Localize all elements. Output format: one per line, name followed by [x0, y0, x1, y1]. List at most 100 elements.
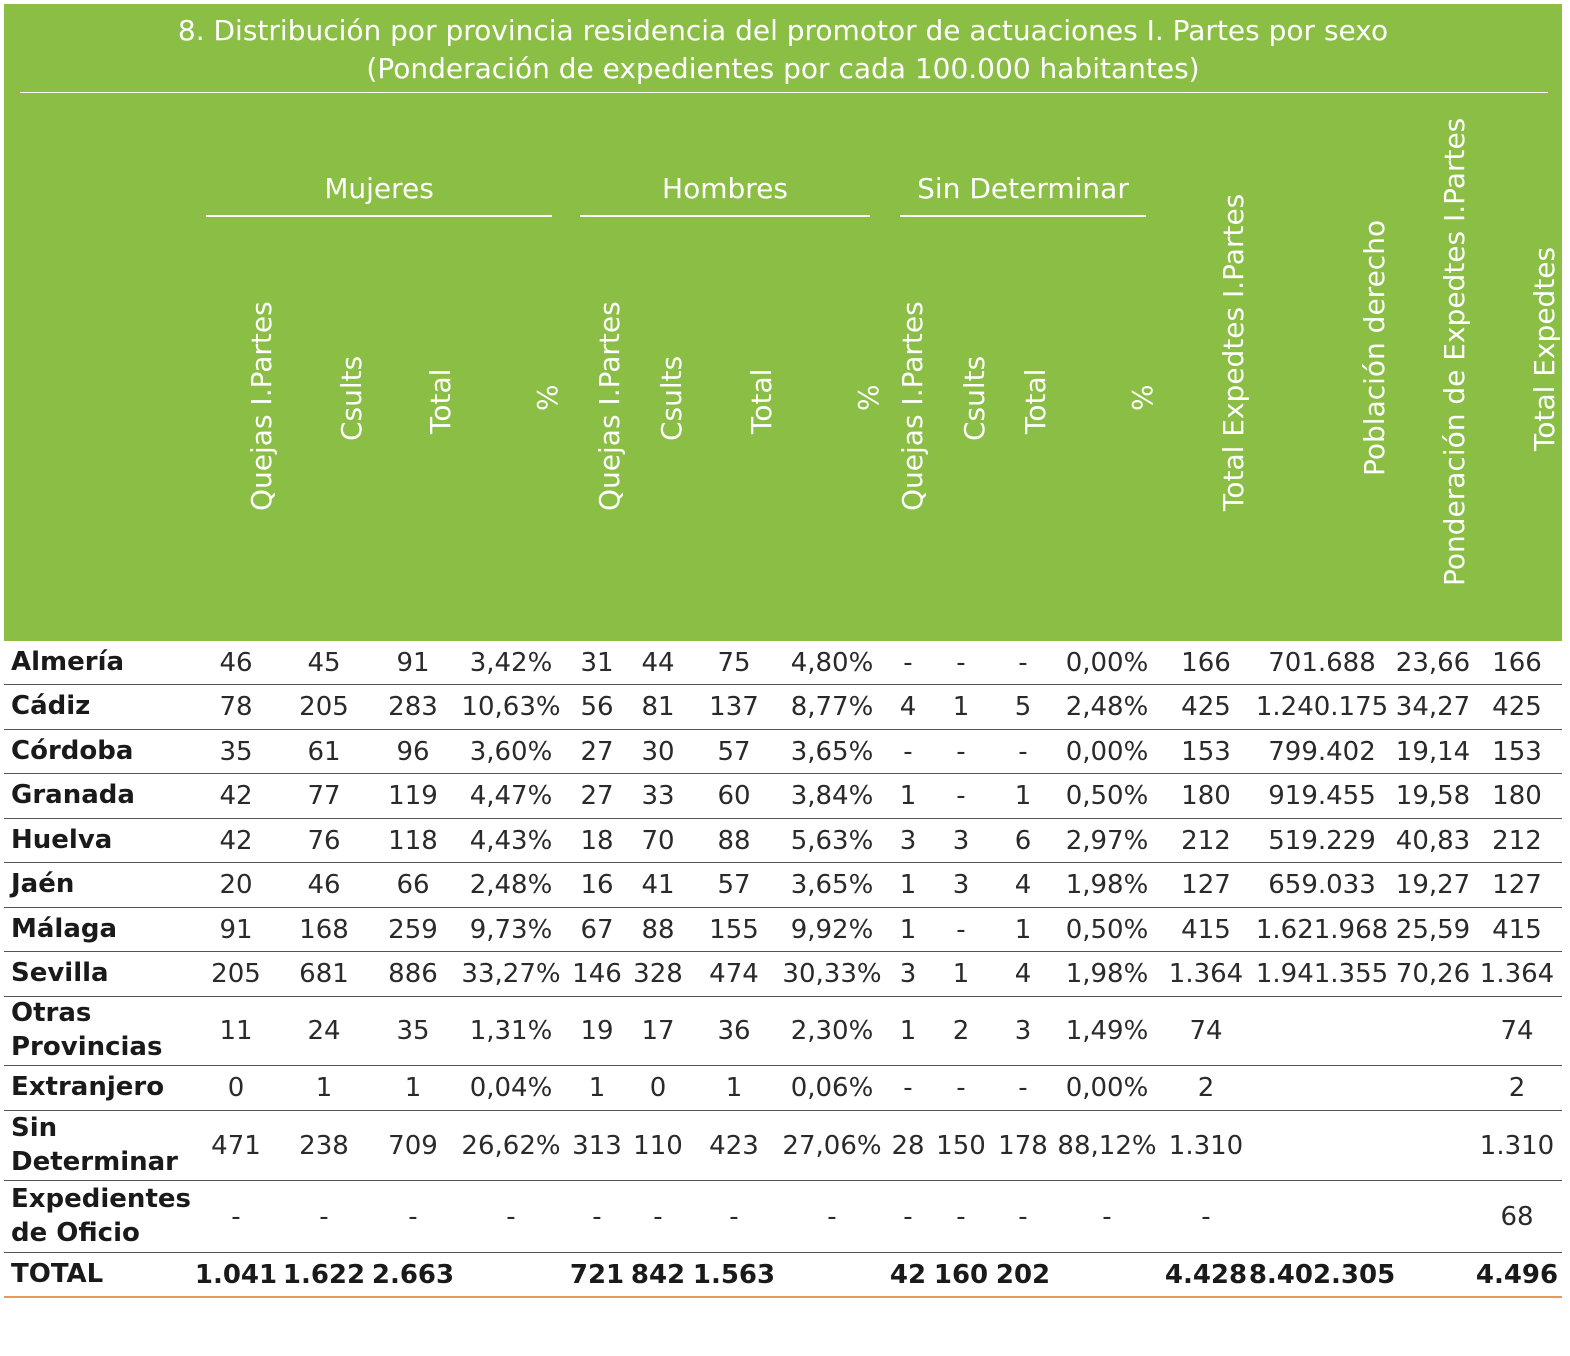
- row-label: Granada: [11, 780, 135, 811]
- table-row: Córdoba 35 61 96 3,60% 27 30 57 3,65% - - -0,00% 153…: [4, 730, 1562, 774]
- table-cell: 61: [307, 736, 341, 767]
- column-header-label: Total: [1019, 368, 1052, 434]
- table-cell: 36: [717, 1016, 751, 1046]
- table-cell: -: [956, 781, 966, 811]
- table-cell: -: [1018, 1073, 1028, 1103]
- table-cell: 2,48%: [1065, 692, 1149, 722]
- row-label: Cádiz: [11, 691, 91, 722]
- table-cell: 46: [307, 870, 341, 900]
- table-row: Málaga 91 168 259 9,73% 67 88 155 9,92% 1 - 1 0,50% 4…: [4, 908, 1562, 952]
- table-cell: 166: [1492, 647, 1542, 678]
- table-row: Huelva 42 76 118 4,43% 18 70 88 5,63% 3 3 6 2,97% 212…: [4, 819, 1562, 863]
- table-cell: 313: [572, 1130, 622, 1161]
- table-cell: 8,77%: [790, 692, 874, 722]
- table-cell: -: [956, 914, 966, 945]
- row-label: Córdoba: [11, 735, 134, 766]
- table-cell: 886: [388, 959, 438, 989]
- row-label: Jaén: [11, 869, 75, 900]
- table-row: Sin Determinar 471 238 709 26,62% 313 110 423 27…: [4, 1111, 1562, 1181]
- table-cell: 0,00%: [1065, 647, 1149, 678]
- group-mujeres-rule: [206, 215, 552, 217]
- table-cell: -: [1018, 1201, 1028, 1232]
- row-label: Sevilla: [11, 958, 109, 989]
- table-cell: 0,04%: [469, 1073, 553, 1103]
- table-cell: 1.310: [1479, 1130, 1555, 1161]
- column-header-14: Población derecho: [1352, 4, 1398, 504]
- table-cell: 3: [1014, 1016, 1032, 1046]
- table-cell: 19,27: [1395, 870, 1471, 900]
- table-cell: -: [319, 1201, 329, 1232]
- table-cell: 3,65%: [790, 870, 874, 900]
- table-cell: -: [903, 647, 913, 678]
- table-cell: 709: [388, 1130, 438, 1161]
- table-cell: 3,60%: [469, 736, 553, 767]
- table-cell: 153: [1181, 736, 1231, 767]
- table-cell: 57: [717, 870, 751, 900]
- table-subtitle: (Ponderación de expedientes por cada 100…: [366, 52, 1200, 85]
- group-hombres: Hombres: [662, 172, 788, 205]
- table-cell: 45: [307, 647, 341, 678]
- table-cell: 1: [315, 1073, 333, 1103]
- table-cell: 842: [630, 1259, 686, 1290]
- table-row: Extranjero 0 1 1 0,04% 1 0 1 0,06% - - -0,00% 2 2: [4, 1066, 1562, 1111]
- table-cell: [1262, 997, 1382, 1065]
- row-label: Extranjero: [11, 1072, 165, 1103]
- table-cell: 34,27: [1395, 692, 1471, 722]
- table-cell: 74: [1189, 1016, 1223, 1046]
- column-header-1: Quejas I.Partes: [239, 4, 285, 539]
- table-cell: 3: [952, 870, 970, 900]
- group-sin-determinar-rule: [900, 215, 1146, 217]
- table-cell: 178: [998, 1130, 1048, 1161]
- table-header: 8. Distribución por provincia residencia…: [4, 4, 1562, 641]
- group-mujeres: Mujeres: [324, 172, 434, 205]
- table-cell: 4,47%: [469, 781, 553, 811]
- table-cell: 0,50%: [1065, 781, 1149, 811]
- table-cell: 11: [219, 1016, 253, 1046]
- table-cell: 57: [717, 736, 751, 767]
- table-cell: -: [1018, 647, 1028, 678]
- column-header-label: %: [1126, 384, 1159, 411]
- table-cell: 1.310: [1168, 1130, 1244, 1161]
- column-header-label: Total Expedtes I.Partes: [1217, 193, 1250, 511]
- table-cell: 1,31%: [469, 1016, 553, 1046]
- table-cell: [1262, 1111, 1382, 1180]
- table-cell: 27,06%: [782, 1130, 882, 1161]
- table-cell: 4: [899, 692, 917, 722]
- table-cell: 1: [725, 1073, 743, 1103]
- table-cell: 1.563: [692, 1259, 776, 1290]
- table-cell: 1: [588, 1073, 606, 1103]
- table-cell: 2: [1508, 1073, 1526, 1103]
- table-cell: 33: [641, 781, 675, 811]
- table-cell: -: [903, 1201, 913, 1232]
- table-cell: 1.240.175: [1255, 692, 1389, 722]
- table-cell: 30,33%: [782, 959, 882, 989]
- table-cell: 3: [899, 825, 917, 856]
- table-cell: 919.455: [1268, 781, 1376, 811]
- row-label: Sin Determinar: [11, 1112, 178, 1177]
- table-cell: 1,98%: [1065, 959, 1149, 989]
- table-cell: 2,30%: [790, 1016, 874, 1046]
- table-cell: 42: [219, 825, 253, 856]
- table-cell: 4,43%: [469, 825, 553, 856]
- column-header-label: Población derecho: [1358, 219, 1391, 476]
- table-cell: 180: [1181, 781, 1231, 811]
- table-cell: -: [506, 1201, 516, 1232]
- row-label: Almería: [11, 646, 125, 677]
- column-header-label: %: [852, 384, 885, 411]
- table-cell: 119: [388, 781, 438, 811]
- table-cell: 799.402: [1268, 736, 1376, 767]
- table-cell: 681: [299, 959, 349, 989]
- column-header-9: Quejas I.Partes: [890, 4, 936, 539]
- table-cell: 44: [641, 647, 675, 678]
- table-cell: 137: [709, 692, 759, 722]
- table-cell: 4,80%: [790, 647, 874, 678]
- column-header-5: Quejas I.Partes: [587, 4, 633, 539]
- column-header-label: Csults: [655, 355, 688, 441]
- column-header-label: Total: [745, 368, 778, 434]
- table-cell: 68: [1500, 1201, 1534, 1232]
- table-cell: 1: [952, 959, 970, 989]
- table-cell: 20: [219, 870, 253, 900]
- table-cell: -: [231, 1201, 241, 1232]
- table-cell: 2: [1197, 1073, 1215, 1103]
- table-cell: 425: [1492, 692, 1542, 722]
